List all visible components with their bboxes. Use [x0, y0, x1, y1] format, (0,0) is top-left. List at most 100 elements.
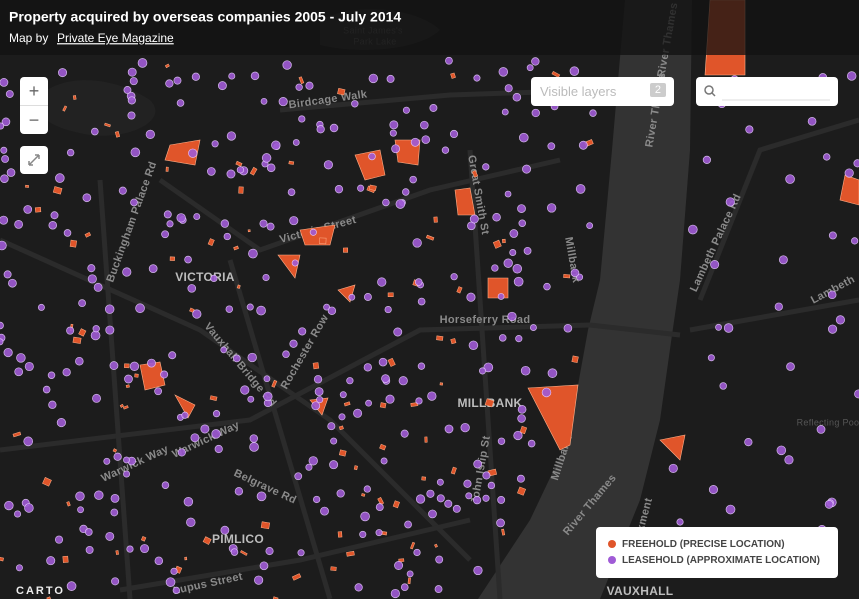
leasehold-point [118, 186, 127, 195]
leasehold-point [84, 528, 93, 536]
leasehold-point [48, 400, 57, 409]
leasehold-point [509, 249, 517, 256]
fullscreen-button[interactable] [20, 146, 48, 174]
freehold-parcel [659, 434, 686, 461]
leasehold-point [570, 268, 580, 278]
zoom-in[interactable]: + [20, 77, 48, 106]
leasehold-point [786, 362, 795, 371]
leasehold-point [297, 549, 305, 557]
leasehold-point [289, 339, 298, 348]
leasehold-point [339, 391, 347, 399]
freehold-parcel [114, 131, 121, 138]
freehold-parcel [169, 256, 175, 261]
leasehold-point [0, 122, 5, 130]
leasehold-point [330, 437, 338, 445]
freehold-parcel [439, 382, 444, 386]
leasehold-point [249, 442, 259, 452]
leasehold-point [0, 240, 7, 251]
leasehold-point [434, 585, 443, 593]
leasehold-point [359, 530, 367, 538]
leasehold-point [154, 556, 164, 566]
freehold-parcel [124, 363, 130, 369]
leasehold-point [259, 219, 268, 228]
leasehold-point [378, 357, 388, 367]
leasehold-point [147, 358, 156, 368]
freehold-parcel [78, 328, 87, 337]
leasehold-point [309, 228, 317, 236]
freehold-parcel [501, 528, 506, 536]
leasehold-point [375, 529, 383, 537]
leasehold-point [66, 148, 75, 157]
layers-selector[interactable]: Visible layers 2 [531, 77, 674, 106]
leasehold-point [707, 354, 715, 362]
leasehold-point [0, 174, 9, 183]
leasehold-point [436, 478, 444, 486]
leasehold-point [394, 561, 404, 570]
freehold-parcel [288, 160, 295, 165]
leasehold-point [3, 270, 12, 279]
freehold-parcel [338, 449, 347, 457]
search-icon [704, 85, 830, 101]
leasehold-point [111, 577, 120, 586]
title: Property acquired by overseas companies … [9, 9, 401, 25]
freehold-parcel [52, 186, 63, 195]
leasehold-point [247, 395, 255, 403]
leasehold-point [92, 325, 100, 333]
freehold-parcel [337, 531, 343, 538]
leasehold-point [110, 494, 120, 503]
legend: FREEHOLD (PRECISE LOCATION) LEASEHOLD (AP… [596, 527, 838, 578]
leasehold-point [846, 71, 857, 81]
leasehold-point [105, 325, 115, 335]
leasehold-point [316, 396, 324, 404]
leasehold-point [377, 277, 387, 287]
leasehold-point [512, 264, 522, 274]
leasehold-point [522, 164, 532, 174]
leasehold-point [246, 303, 254, 311]
leasehold-point [23, 205, 33, 214]
freehold-parcel [112, 448, 118, 453]
map-label: PIMLICO [212, 532, 264, 546]
leasehold-point [501, 108, 509, 116]
leasehold-point [323, 160, 333, 170]
leasehold-point [236, 166, 245, 174]
leasehold-point [336, 489, 345, 498]
title-bar [0, 0, 859, 55]
freehold-parcel [502, 238, 506, 244]
legend-item: FREEHOLD (PRECISE LOCATION) [608, 536, 826, 552]
leasehold-point [192, 309, 202, 319]
leasehold-point [375, 503, 384, 512]
leasehold-point [127, 96, 136, 105]
leasehold-point [844, 168, 854, 178]
leasehold-point [289, 216, 299, 226]
freehold-parcel [424, 436, 428, 443]
freehold-parcel [249, 166, 258, 176]
leasehold-point [173, 76, 182, 85]
leasehold-point [327, 306, 337, 315]
leasehold-point [130, 147, 141, 158]
roads [0, 87, 859, 599]
byline-link[interactable]: Private Eye Magazine [57, 31, 174, 45]
leasehold-point [389, 129, 397, 137]
leasehold-point [93, 282, 103, 292]
leasehold-point [298, 327, 307, 336]
freehold-parcel [527, 384, 579, 451]
leasehold-point [413, 548, 421, 557]
freehold-parcel [398, 558, 405, 563]
freehold-parcel [291, 573, 302, 581]
leasehold-point [391, 144, 400, 154]
leasehold-point [368, 152, 376, 161]
freehold-parcel [34, 206, 42, 213]
leasehold-point [354, 583, 363, 592]
leasehold-point [220, 346, 228, 354]
leasehold-point [287, 188, 296, 196]
legend-label: LEASEHOLD (APPROXIMATE LOCATION) [622, 554, 820, 566]
leasehold-point [190, 433, 200, 443]
layers-label: Visible layers [540, 84, 617, 99]
leasehold-point [385, 394, 395, 404]
search-box[interactable] [696, 77, 838, 106]
fullscreen-icon [28, 154, 40, 166]
leasehold-point [1, 155, 9, 163]
leasehold-point [357, 184, 365, 192]
zoom-out[interactable]: − [28, 110, 40, 130]
leasehold-point [191, 72, 200, 81]
